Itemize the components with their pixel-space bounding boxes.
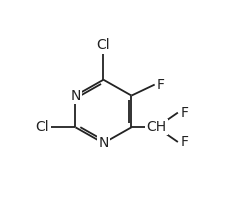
Text: Cl: Cl <box>36 120 49 134</box>
Text: F: F <box>179 106 187 120</box>
Text: N: N <box>98 136 108 150</box>
Text: Cl: Cl <box>96 38 110 52</box>
Text: F: F <box>155 78 164 92</box>
Text: N: N <box>70 89 80 103</box>
Text: F: F <box>179 135 187 149</box>
Text: CH: CH <box>146 120 166 134</box>
